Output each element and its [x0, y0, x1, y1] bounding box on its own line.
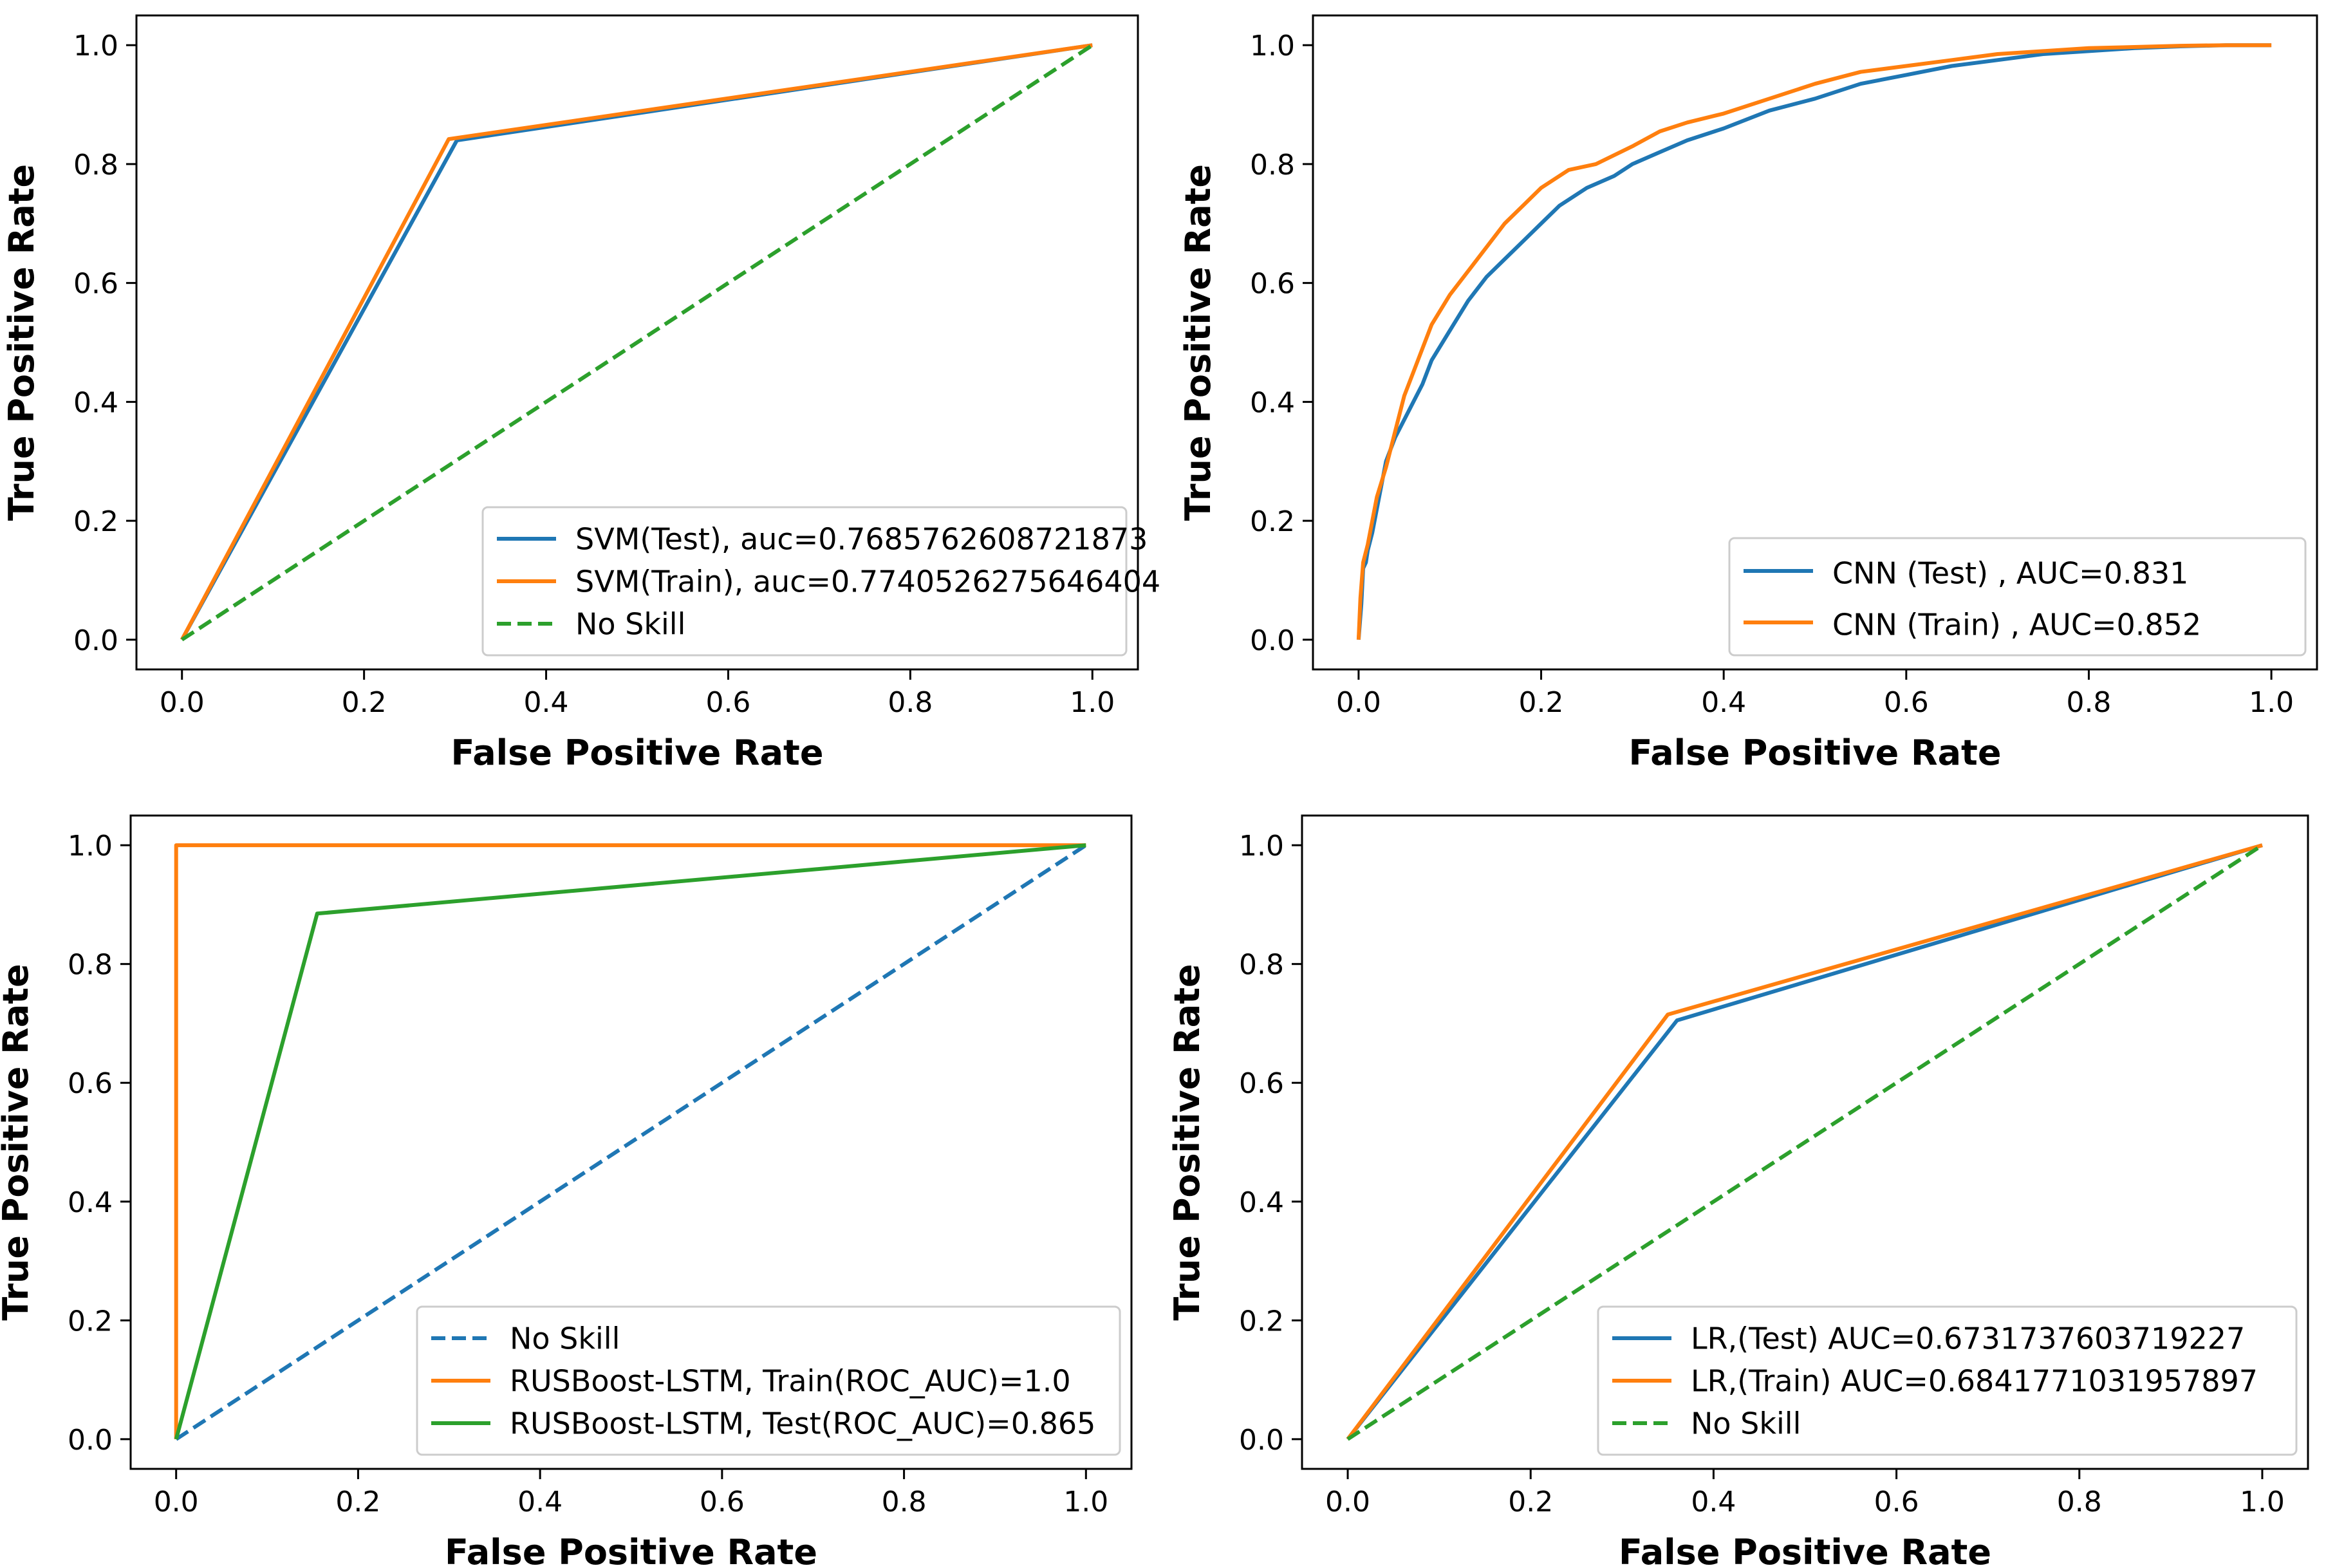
y-tick-label: 0.0 [1239, 1424, 1284, 1457]
x-tick-label: 0.4 [524, 686, 569, 719]
y-tick-label: 0.8 [1250, 149, 1295, 182]
x-tick-label: 1.0 [2240, 1486, 2285, 1518]
y-tick-label: 0.4 [68, 1186, 113, 1219]
legend: LR,(Test) AUC=0.6731737603719227 LR,(Trai… [1597, 1305, 2298, 1456]
x-tick-label: 0.8 [2066, 686, 2111, 719]
y-tick-label: 0.4 [1250, 386, 1295, 419]
x-tick-label: 0.6 [700, 1486, 745, 1518]
y-tick-label: 1.0 [68, 830, 113, 863]
x-tick-label: 0.6 [705, 686, 750, 719]
series-line-3 [174, 843, 1086, 1440]
series-line-2 [1346, 843, 2263, 1441]
x-tick-label: 0.0 [154, 1486, 199, 1518]
legend: SVM(Test), auc=0.7685762608721873 SVM(Tra… [481, 506, 1160, 657]
y-tick-label: 0.0 [68, 1424, 113, 1457]
y-tick-label: 1.0 [1239, 830, 1284, 863]
y-tick-label: 0.8 [68, 949, 113, 982]
y-tick-label: 0.0 [1250, 624, 1295, 657]
y-tick-label: 0.8 [73, 149, 118, 182]
x-tick-label: 0.0 [160, 686, 205, 719]
roc-panel-3: 0.0 0.2 0.4 0.6 0.8 1.0 0.0 0.2 0.4 0.6 0.8 1.0 Fals… [0, 814, 1133, 1568]
legend-box [1728, 537, 2307, 657]
series-line-3 [1346, 843, 2264, 1441]
y-axis-title: True Positive Rate [1, 164, 42, 521]
y-tick-label: 0.6 [1239, 1067, 1284, 1100]
x-tick-label: 0.0 [1325, 1486, 1370, 1518]
y-tick-label: 1.0 [73, 30, 118, 62]
legend-label: LR,(Train) AUC=0.6841771031957897 [1691, 1364, 2258, 1399]
series-line-1 [1356, 43, 2272, 640]
x-tick-label: 0.8 [888, 686, 933, 719]
y-tick-label: 0.2 [1239, 1305, 1284, 1338]
legend: CNN (Test) , AUC=0.831 CNN (Train) , AUC=… [1728, 537, 2307, 657]
x-tick-label: 0.8 [882, 1486, 927, 1518]
series-line-2 [174, 843, 1086, 1439]
plot-area [1346, 843, 2264, 1441]
roc-panel-2: 0.0 0.2 0.4 0.6 0.8 1.0 0.0 0.2 0.4 0.6 0.8 1.0 Fals… [1178, 14, 2318, 773]
legend-box [416, 1305, 1121, 1456]
plot-area [174, 843, 1087, 1441]
y-axis-title: True Positive Rate [0, 964, 36, 1320]
series-line-3 [181, 43, 1093, 642]
x-tick-label: 1.0 [2249, 686, 2294, 719]
y-tick-label: 0.6 [1250, 268, 1295, 301]
x-tick-label: 0.8 [2057, 1486, 2102, 1518]
x-axis-title: False Positive Rate [1629, 733, 2002, 773]
y-tick-label: 0.2 [68, 1305, 113, 1338]
x-tick-label: 0.2 [1508, 1486, 1553, 1518]
legend-label: SVM(Train), auc=0.7740526275646404 [575, 565, 1160, 599]
y-tick-label: 0.2 [73, 505, 118, 538]
x-axis-title: False Positive Rate [445, 1532, 817, 1568]
x-tick-label: 0.0 [1336, 686, 1381, 719]
x-axis-title: False Positive Rate [1619, 1532, 1991, 1568]
x-tick-label: 1.0 [1070, 686, 1115, 719]
legend-label: LR,(Test) AUC=0.6731737603719227 [1691, 1321, 2245, 1356]
y-axis-title: True Positive Rate [1178, 164, 1218, 521]
y-tick-label: 0.8 [1239, 949, 1284, 982]
x-axis-title: False Positive Rate [451, 733, 824, 773]
plot-frame [129, 814, 1133, 1470]
roc-panel-4: 0.0 0.2 0.4 0.6 0.8 1.0 0.0 0.2 0.4 0.6 0.8 1.0 Fals… [1167, 814, 2309, 1568]
y-tick-label: 0.6 [68, 1067, 113, 1100]
x-tick-label: 0.4 [1691, 1486, 1736, 1518]
x-tick-label: 0.6 [1874, 1486, 1919, 1518]
y-tick-label: 0.2 [1250, 505, 1295, 538]
x-tick-label: 0.2 [335, 1486, 380, 1518]
series-line-2 [1356, 43, 2272, 640]
y-tick-label: 1.0 [1250, 30, 1295, 62]
y-axis-title: True Positive Rate [1167, 964, 1207, 1320]
y-tick-label: 0.4 [73, 386, 118, 419]
y-tick-label: 0.4 [1239, 1186, 1284, 1219]
plot-frame [135, 14, 1139, 671]
plot-area [1356, 43, 2272, 640]
legend-label: CNN (Train) , AUC=0.852 [1832, 607, 2201, 642]
x-tick-label: 0.6 [1884, 686, 1929, 719]
x-tick-label: 0.2 [342, 686, 387, 719]
series-line-1 [1346, 843, 2263, 1441]
x-tick-label: 1.0 [1063, 1486, 1108, 1518]
plot-frame [1312, 14, 2318, 671]
y-tick-label: 0.6 [73, 268, 118, 301]
legend-label: CNN (Test) , AUC=0.831 [1832, 555, 2188, 590]
roc-panel-1: 0.0 0.2 0.4 0.6 0.8 1.0 0.0 0.2 0.4 0.6 0.8 1.0 Fals… [1, 14, 1160, 773]
legend-label: No Skill [1691, 1406, 1801, 1441]
legend-label: No Skill [510, 1321, 620, 1356]
legend-label: RUSBoost-LSTM, Train(ROC_AUC)=1.0 [510, 1364, 1071, 1399]
plot-frame [1301, 814, 2309, 1470]
y-tick-label: 0.0 [73, 624, 118, 657]
x-tick-label: 0.2 [1519, 686, 1564, 719]
legend-label: No Skill [575, 607, 685, 642]
series-line-1 [175, 843, 1087, 1441]
x-tick-label: 0.4 [1701, 686, 1746, 719]
plot-area [180, 43, 1093, 642]
series-line-2 [180, 43, 1093, 641]
x-tick-label: 0.4 [517, 1486, 563, 1518]
legend-label: RUSBoost-LSTM, Test(ROC_AUC)=0.865 [510, 1406, 1095, 1441]
legend: No Skill RUSBoost-LSTM, Train(ROC_AUC)=1.… [416, 1305, 1121, 1456]
legend-box [1597, 1305, 2298, 1456]
legend-box [481, 506, 1128, 657]
legend-label: SVM(Test), auc=0.7685762608721873 [575, 522, 1148, 557]
